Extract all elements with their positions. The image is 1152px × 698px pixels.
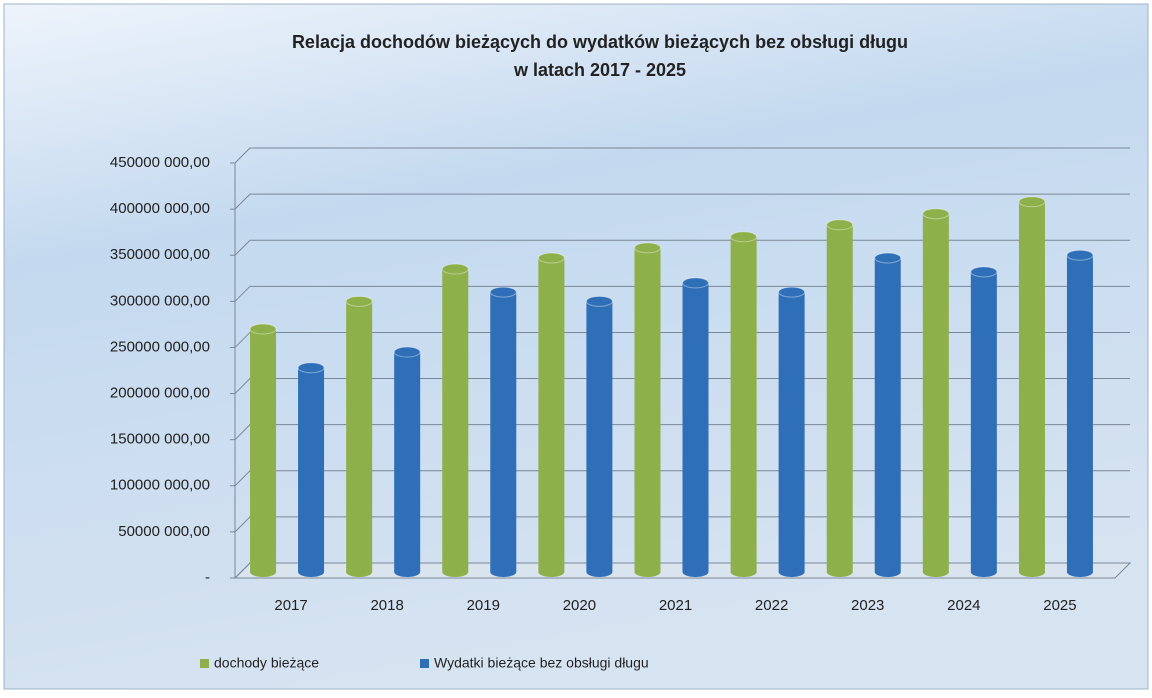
bar-top xyxy=(634,242,661,254)
bar-top xyxy=(489,286,517,298)
bar-base xyxy=(250,567,277,577)
bar-base xyxy=(442,567,469,577)
bar-top xyxy=(970,266,998,278)
x-tick-label: 2019 xyxy=(467,597,500,614)
bar xyxy=(298,367,325,572)
bar xyxy=(1066,255,1093,572)
x-tick-label: 2025 xyxy=(1043,597,1076,614)
grid-line xyxy=(234,147,1130,164)
bar-top xyxy=(1018,196,1046,208)
y-tick-label: 400000 000,00 xyxy=(110,200,210,217)
bar-base xyxy=(922,567,949,577)
bar xyxy=(874,257,901,572)
bar-base xyxy=(394,567,421,577)
x-tick-label: 2022 xyxy=(755,597,788,614)
y-tick-label: 300000 000,00 xyxy=(110,292,210,309)
legend-label: dochody bieżące xyxy=(214,655,319,671)
bar-base xyxy=(538,567,565,577)
bar xyxy=(778,292,805,572)
bar xyxy=(538,257,565,572)
legend-swatch xyxy=(200,659,209,668)
y-tick-label: 150000 000,00 xyxy=(110,431,210,448)
bar-top xyxy=(441,263,469,275)
bar-base xyxy=(298,567,325,577)
bar-top xyxy=(585,295,613,307)
y-tick-label: 100000 000,00 xyxy=(110,477,210,494)
x-tick-label: 2023 xyxy=(851,597,884,614)
y-tick-label: 350000 000,00 xyxy=(110,246,210,263)
x-tick-label: 2021 xyxy=(659,597,692,614)
y-tick-label: 200000 000,00 xyxy=(110,385,210,402)
bar-base xyxy=(346,567,373,577)
bar-base xyxy=(586,567,613,577)
bar xyxy=(970,271,997,572)
bar xyxy=(346,301,373,572)
legend-swatch xyxy=(420,659,429,668)
bar-base xyxy=(1018,567,1045,577)
bar-top xyxy=(730,231,758,243)
bar xyxy=(826,224,853,573)
bar xyxy=(394,352,421,572)
bar xyxy=(442,269,469,572)
bar xyxy=(730,236,757,572)
bar-top xyxy=(393,346,421,358)
bar xyxy=(250,329,277,572)
bar xyxy=(1018,201,1045,572)
bar-top xyxy=(537,252,565,264)
chart-subtitle: w latach 2017 - 2025 xyxy=(513,60,686,80)
chart-title: Relacja dochodów bieżących do wydatków b… xyxy=(292,32,908,52)
bar-top xyxy=(922,208,950,220)
bar xyxy=(682,282,709,572)
y-tick-label: 450000 000,00 xyxy=(110,154,210,171)
bar xyxy=(490,292,517,572)
y-tick-label: 50000 000,00 xyxy=(118,523,210,540)
x-tick-label: 2020 xyxy=(563,597,596,614)
bar-base xyxy=(1066,567,1093,577)
bar-top xyxy=(249,323,277,335)
x-tick-label: 2024 xyxy=(947,597,980,614)
bar-top xyxy=(345,295,373,307)
bar xyxy=(922,213,949,572)
y-tick-label: 250000 000,00 xyxy=(110,338,210,355)
bar-base xyxy=(874,567,901,577)
bar xyxy=(586,301,613,572)
y-tick-label: - xyxy=(205,569,210,586)
bar xyxy=(634,247,661,572)
bar-top xyxy=(826,219,854,231)
grid-line xyxy=(234,193,1130,210)
bar-top xyxy=(682,277,709,289)
bar-top xyxy=(1066,249,1094,261)
bar-base xyxy=(778,567,805,577)
bar-base xyxy=(490,567,517,577)
bar-top xyxy=(778,286,806,298)
bar-base xyxy=(730,567,757,577)
bar-top xyxy=(874,252,902,264)
legend-label: Wydatki bieżące bez obsługi długu xyxy=(434,655,649,671)
bar-top xyxy=(297,362,325,374)
bar-base xyxy=(634,567,661,577)
x-tick-label: 2017 xyxy=(274,597,307,614)
bar-base xyxy=(970,567,997,577)
bar-base xyxy=(682,567,709,577)
x-tick-label: 2018 xyxy=(370,597,403,614)
bar-base xyxy=(826,567,853,577)
